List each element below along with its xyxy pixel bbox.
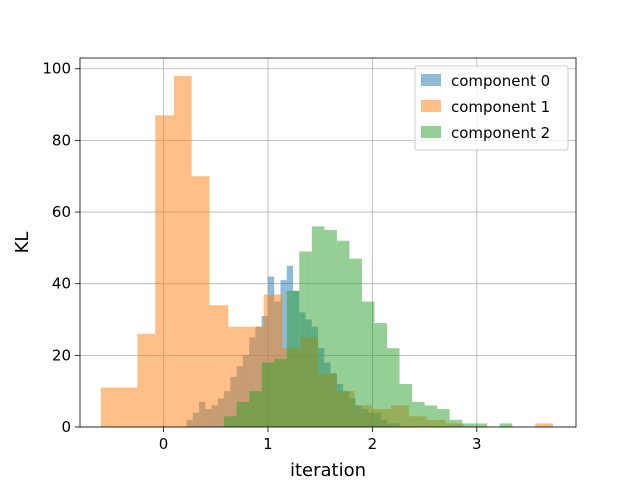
histogram-bar-component-2 bbox=[224, 416, 237, 427]
histogram-bar-component-2 bbox=[236, 401, 250, 427]
legend-label-component-2: component 2 bbox=[451, 124, 550, 142]
legend-label-component-1: component 1 bbox=[451, 98, 550, 116]
histogram-bar-component-1 bbox=[100, 387, 120, 427]
histogram-bar-component-2 bbox=[261, 362, 275, 427]
histogram-bars bbox=[100, 75, 554, 428]
x-tick-label: 1 bbox=[263, 435, 273, 453]
histogram-bar-component-2 bbox=[349, 258, 362, 427]
histogram-bar-component-2 bbox=[374, 323, 387, 427]
histogram-bar-component-2 bbox=[336, 240, 350, 427]
legend-box bbox=[414, 65, 569, 151]
histogram-bar-component-2 bbox=[249, 391, 262, 427]
y-tick-label: 80 bbox=[52, 131, 71, 149]
histogram-bar-component-1 bbox=[119, 387, 138, 427]
histogram-bar-component-2 bbox=[474, 423, 488, 427]
y-tick-label: 20 bbox=[52, 346, 71, 364]
plot-frame bbox=[79, 57, 577, 428]
histogram-bar-component-2 bbox=[311, 226, 325, 427]
histogram-bar-component-2 bbox=[386, 348, 400, 427]
legend: component 0 component 1 component 2 bbox=[414, 65, 569, 151]
x-tick-label: 3 bbox=[472, 435, 482, 453]
histogram-bar-component-1 bbox=[173, 75, 192, 427]
histogram-bar-component-2 bbox=[424, 405, 438, 427]
histogram-bar-component-1 bbox=[209, 305, 229, 427]
histogram-bar-component-2 bbox=[412, 401, 425, 427]
legend-swatch-component-1 bbox=[421, 100, 441, 112]
histogram-bar-component-2 bbox=[361, 301, 375, 427]
histogram-bar-component-2 bbox=[399, 384, 413, 427]
y-tick-label: 60 bbox=[52, 203, 71, 221]
histogram-bar-component-2 bbox=[324, 229, 337, 427]
y-tick-label: 100 bbox=[42, 60, 71, 78]
axis-ticks: 0 1 2 3 0 20 40 60 80 100 bbox=[42, 60, 481, 453]
histogram-bar-component-2 bbox=[299, 251, 312, 427]
legend-label-component-0: component 0 bbox=[451, 72, 550, 90]
y-axis-label: KL bbox=[12, 232, 33, 254]
histogram-bar-component-2 bbox=[437, 409, 450, 427]
histogram-bar-component-2 bbox=[462, 423, 475, 427]
histogram-bar-component-1 bbox=[155, 115, 174, 428]
x-axis-label: iteration bbox=[290, 460, 366, 480]
histogram-bar-component-1 bbox=[137, 333, 156, 427]
histogram-bar-component-2 bbox=[274, 358, 287, 427]
x-tick-label: 2 bbox=[368, 435, 378, 453]
y-tick-label: 0 bbox=[61, 418, 71, 436]
x-tick-label: 0 bbox=[159, 435, 169, 453]
histogram-bar-component-1 bbox=[191, 176, 210, 427]
y-tick-label: 40 bbox=[52, 275, 71, 293]
histogram-bar-component-2 bbox=[286, 290, 300, 427]
histogram-bar-component-2 bbox=[499, 423, 513, 427]
legend-swatch-component-0 bbox=[421, 74, 441, 86]
legend-swatch-component-2 bbox=[421, 126, 441, 138]
histogram-bar-component-1 bbox=[535, 423, 554, 427]
histogram-bar-component-2 bbox=[449, 419, 463, 427]
